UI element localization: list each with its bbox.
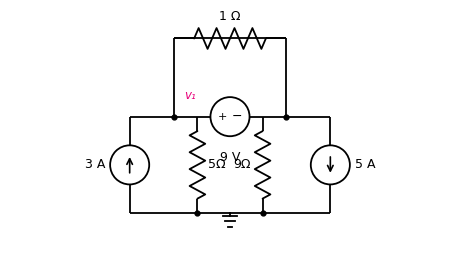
Text: 5 A: 5 A <box>354 159 374 171</box>
Text: 3 A: 3 A <box>85 159 105 171</box>
Text: 5Ω: 5Ω <box>208 159 225 171</box>
Text: 9Ω: 9Ω <box>233 159 250 171</box>
Text: 9 V: 9 V <box>219 151 240 163</box>
Text: 1 Ω: 1 Ω <box>219 10 240 23</box>
Text: −: − <box>232 110 242 123</box>
Text: +: + <box>218 112 227 122</box>
Circle shape <box>310 145 349 184</box>
Circle shape <box>110 145 149 184</box>
Text: v₁: v₁ <box>184 89 196 102</box>
Circle shape <box>210 97 249 136</box>
